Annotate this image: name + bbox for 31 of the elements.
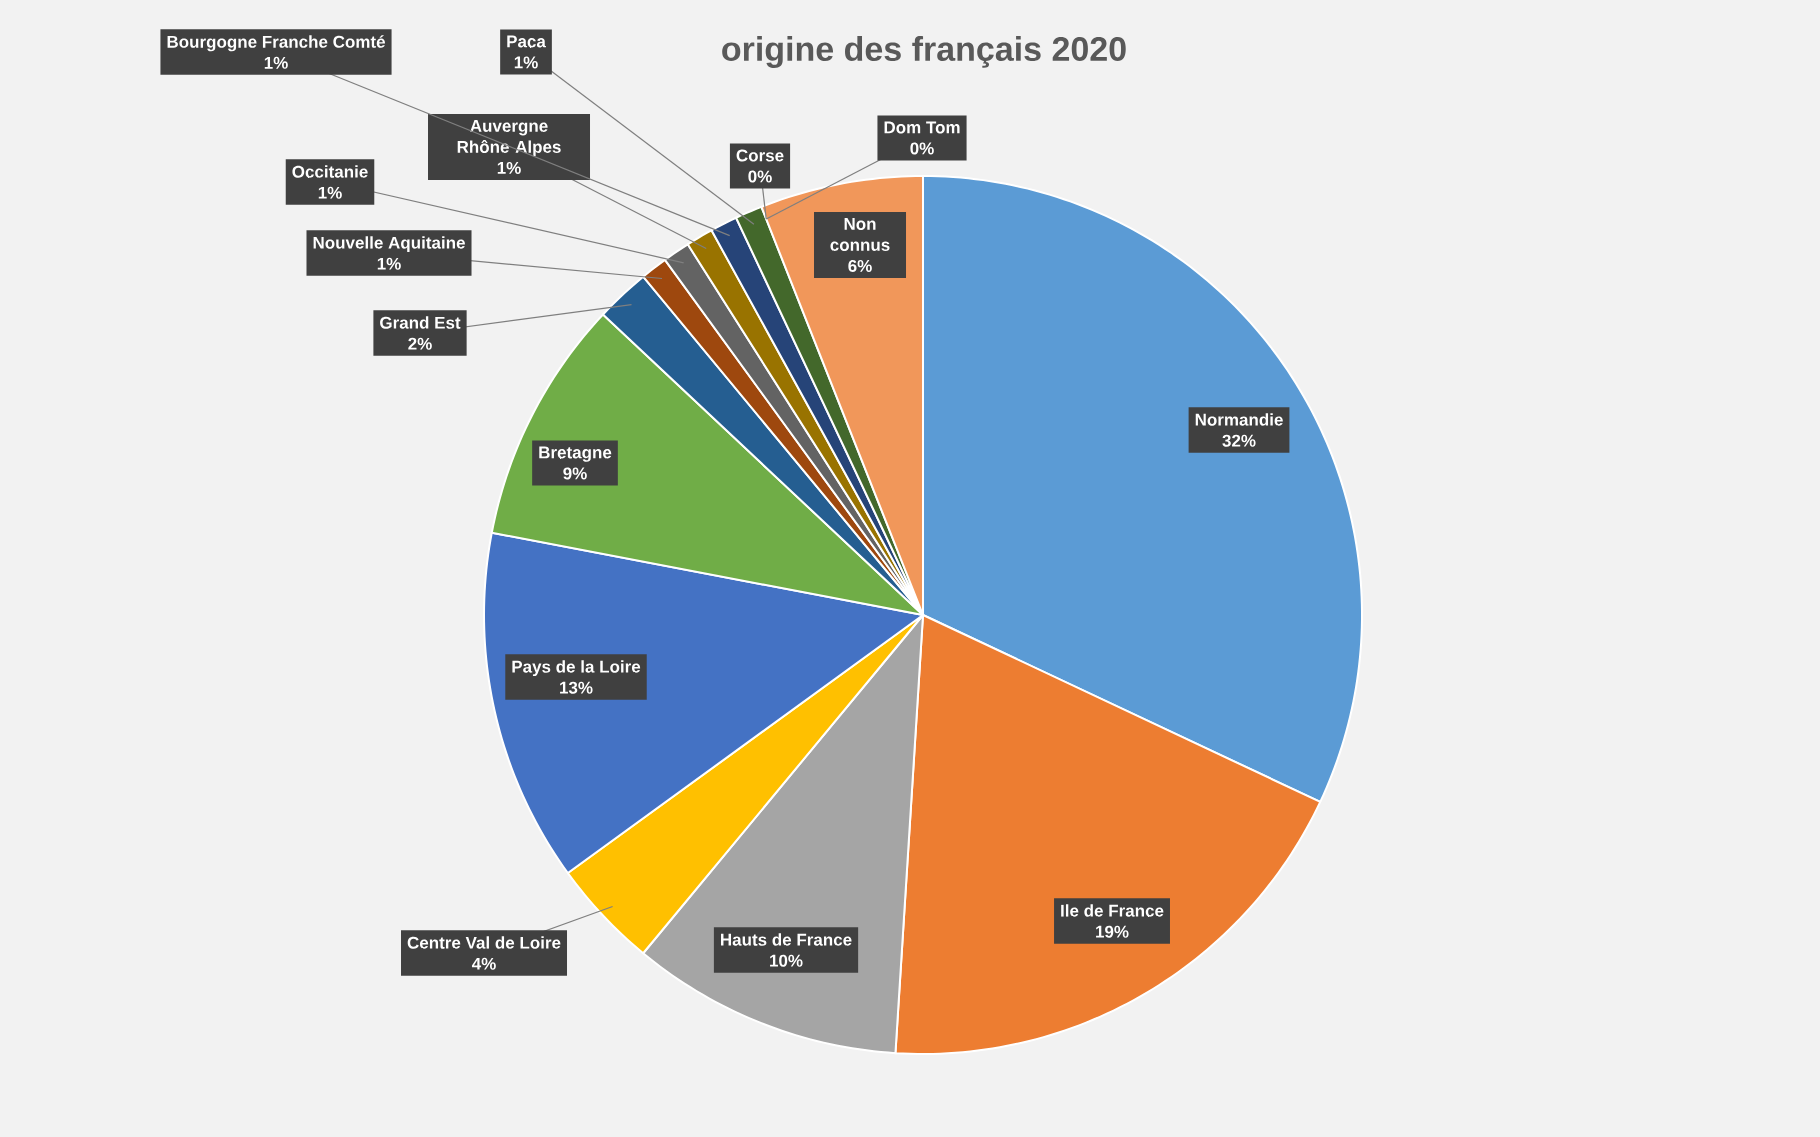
data-label: 4%	[471, 957, 496, 970]
category-label: Corse	[736, 149, 784, 162]
slice-label: Paca	[507, 35, 546, 48]
data-label: 1%	[264, 56, 288, 69]
data-label: 9%	[563, 467, 587, 480]
data-label: 2%	[408, 337, 432, 350]
slice-label: Bretagne	[539, 446, 612, 462]
data-label: 6%	[848, 259, 872, 272]
slice-label: Hauts de France	[721, 933, 852, 946]
slice-label: Grand Est	[380, 316, 461, 329]
data-label: 1%	[377, 257, 401, 270]
data-label: 1%	[318, 186, 342, 199]
data-label: 1%	[514, 56, 538, 69]
data-label: 1%	[497, 161, 521, 174]
slice-label: Normandie	[1195, 413, 1283, 426]
slice-label: Centre Val de Loire	[407, 936, 561, 949]
slice-label: Bourgogne Franche Comté	[167, 35, 385, 52]
data-label: 19%	[1096, 925, 1129, 938]
text: 0%	[910, 142, 934, 155]
data-label: 32%	[1222, 434, 1256, 447]
slice-label: Pays de la Loire	[512, 660, 641, 677]
slice-label: Ile de France	[1061, 904, 1164, 917]
data-label: 13%	[560, 681, 593, 694]
slice-label: Auvergne Rhône Alpes	[457, 120, 561, 157]
slice-label: Occitanie	[292, 165, 368, 178]
text: 0%	[748, 170, 772, 183]
slice-label: Non connus	[830, 218, 890, 251]
data-label: 10%	[770, 954, 803, 967]
category-label: Dom Tom	[884, 121, 960, 134]
slice-label: Nouvelle Aquitaine	[313, 236, 465, 253]
chart-title: origine des français 2020	[722, 36, 1126, 68]
